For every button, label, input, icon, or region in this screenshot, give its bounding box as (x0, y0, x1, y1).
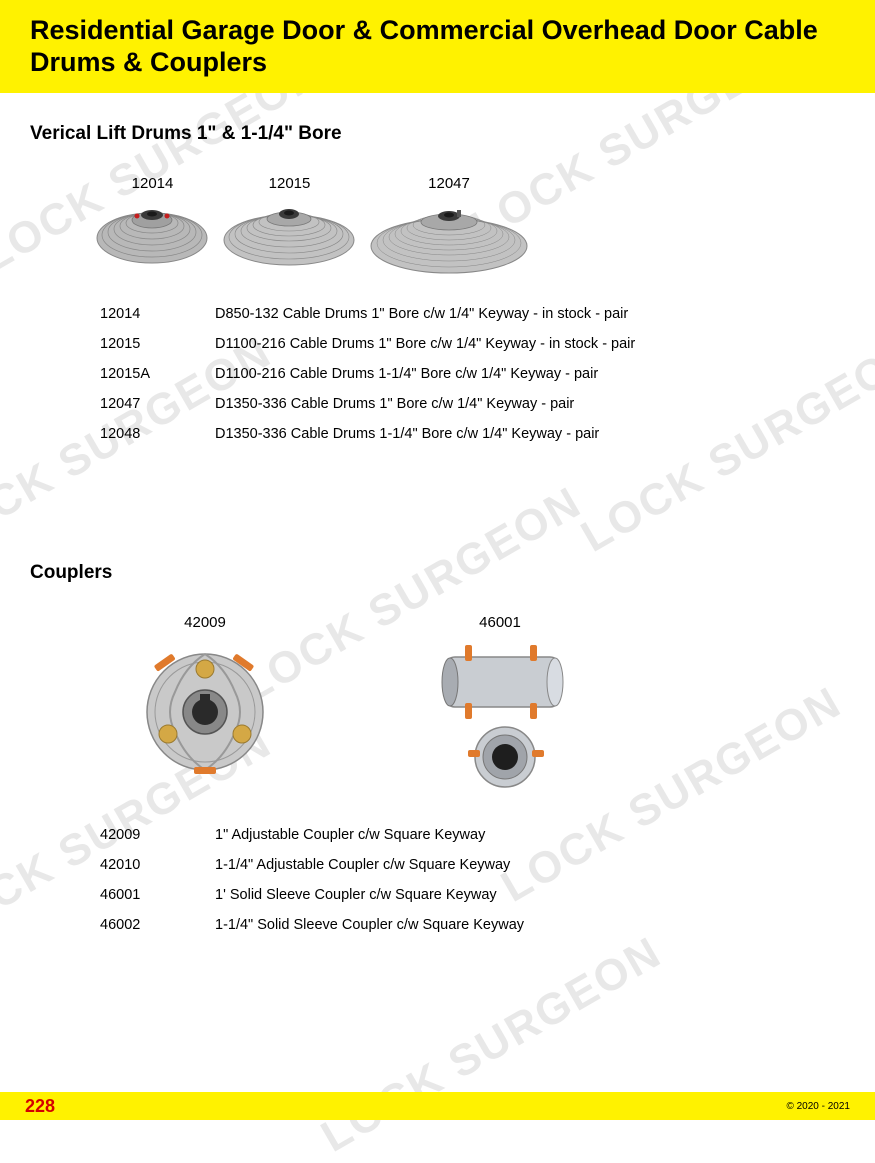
copyright: © 2020 - 2021 (786, 1101, 850, 1112)
table-row: 46002 1-1/4" Solid Sleeve Coupler c/w Sq… (100, 917, 845, 933)
table-code: 46001 (100, 887, 215, 903)
table-row: 12015A D1100-216 Cable Drums 1-1/4" Bore… (100, 366, 845, 382)
footer-bar: 228 © 2020 - 2021 (0, 1092, 875, 1120)
drum-image-12015: 12015 (222, 175, 357, 276)
drums-table: 12014 D850-132 Cable Drums 1" Bore c/w 1… (100, 306, 845, 442)
table-code: 12047 (100, 396, 215, 412)
table-desc: D1100-216 Cable Drums 1-1/4" Bore c/w 1/… (215, 366, 598, 382)
product-id-label: 12047 (369, 175, 529, 192)
section-heading-drums: Verical Lift Drums 1" & 1-1/4" Bore (30, 123, 845, 145)
table-desc: D1100-216 Cable Drums 1" Bore c/w 1/4" K… (215, 336, 635, 352)
coupler-image-42009: 42009 (130, 614, 280, 787)
table-row: 46001 1' Solid Sleeve Coupler c/w Square… (100, 887, 845, 903)
table-code: 42009 (100, 827, 215, 843)
drum-icon (95, 198, 210, 268)
drum-icon (369, 198, 529, 276)
section-couplers: Couplers 42009 (30, 562, 845, 933)
coupler-icon (130, 637, 280, 787)
table-desc: 1' Solid Sleeve Coupler c/w Square Keywa… (215, 887, 497, 903)
table-row: 12014 D850-132 Cable Drums 1" Bore c/w 1… (100, 306, 845, 322)
page-title: Residential Garage Door & Commercial Ove… (30, 14, 845, 79)
table-code: 12015A (100, 366, 215, 382)
product-id-label: 42009 (130, 614, 280, 631)
table-row: 42009 1" Adjustable Coupler c/w Square K… (100, 827, 845, 843)
drum-image-12047: 12047 (369, 175, 529, 276)
section-heading-couplers: Couplers (30, 562, 845, 584)
drum-images-row: 12014 12015 (95, 175, 845, 276)
table-row: 12047 D1350-336 Cable Drums 1" Bore c/w … (100, 396, 845, 412)
couplers-table: 42009 1" Adjustable Coupler c/w Square K… (100, 827, 845, 933)
table-desc: D850-132 Cable Drums 1" Bore c/w 1/4" Ke… (215, 306, 628, 322)
table-desc: 1-1/4" Adjustable Coupler c/w Square Key… (215, 857, 510, 873)
table-desc: 1" Adjustable Coupler c/w Square Keyway (215, 827, 485, 843)
table-code: 12014 (100, 306, 215, 322)
product-id-label: 46001 (420, 614, 580, 631)
table-code: 42010 (100, 857, 215, 873)
table-row: 42010 1-1/4" Adjustable Coupler c/w Squa… (100, 857, 845, 873)
table-code: 12015 (100, 336, 215, 352)
header-bar: Residential Garage Door & Commercial Ove… (0, 0, 875, 93)
product-id-label: 12015 (222, 175, 357, 192)
coupler-image-46001: 46001 (420, 614, 580, 797)
table-desc: D1350-336 Cable Drums 1-1/4" Bore c/w 1/… (215, 426, 599, 442)
drum-image-12014: 12014 (95, 175, 210, 276)
content: Verical Lift Drums 1" & 1-1/4" Bore 1201… (0, 93, 875, 933)
drum-icon (222, 198, 357, 268)
coupler-sleeve-icon (420, 637, 580, 797)
table-code: 46002 (100, 917, 215, 933)
product-id-label: 12014 (95, 175, 210, 192)
table-desc: 1-1/4" Solid Sleeve Coupler c/w Square K… (215, 917, 524, 933)
coupler-images-row: 42009 (130, 614, 845, 797)
table-desc: D1350-336 Cable Drums 1" Bore c/w 1/4" K… (215, 396, 574, 412)
table-code: 12048 (100, 426, 215, 442)
watermark: LOCK SURGEON (313, 928, 670, 1163)
table-row: 12048 D1350-336 Cable Drums 1-1/4" Bore … (100, 426, 845, 442)
table-row: 12015 D1100-216 Cable Drums 1" Bore c/w … (100, 336, 845, 352)
page-number: 228 (25, 1096, 55, 1117)
